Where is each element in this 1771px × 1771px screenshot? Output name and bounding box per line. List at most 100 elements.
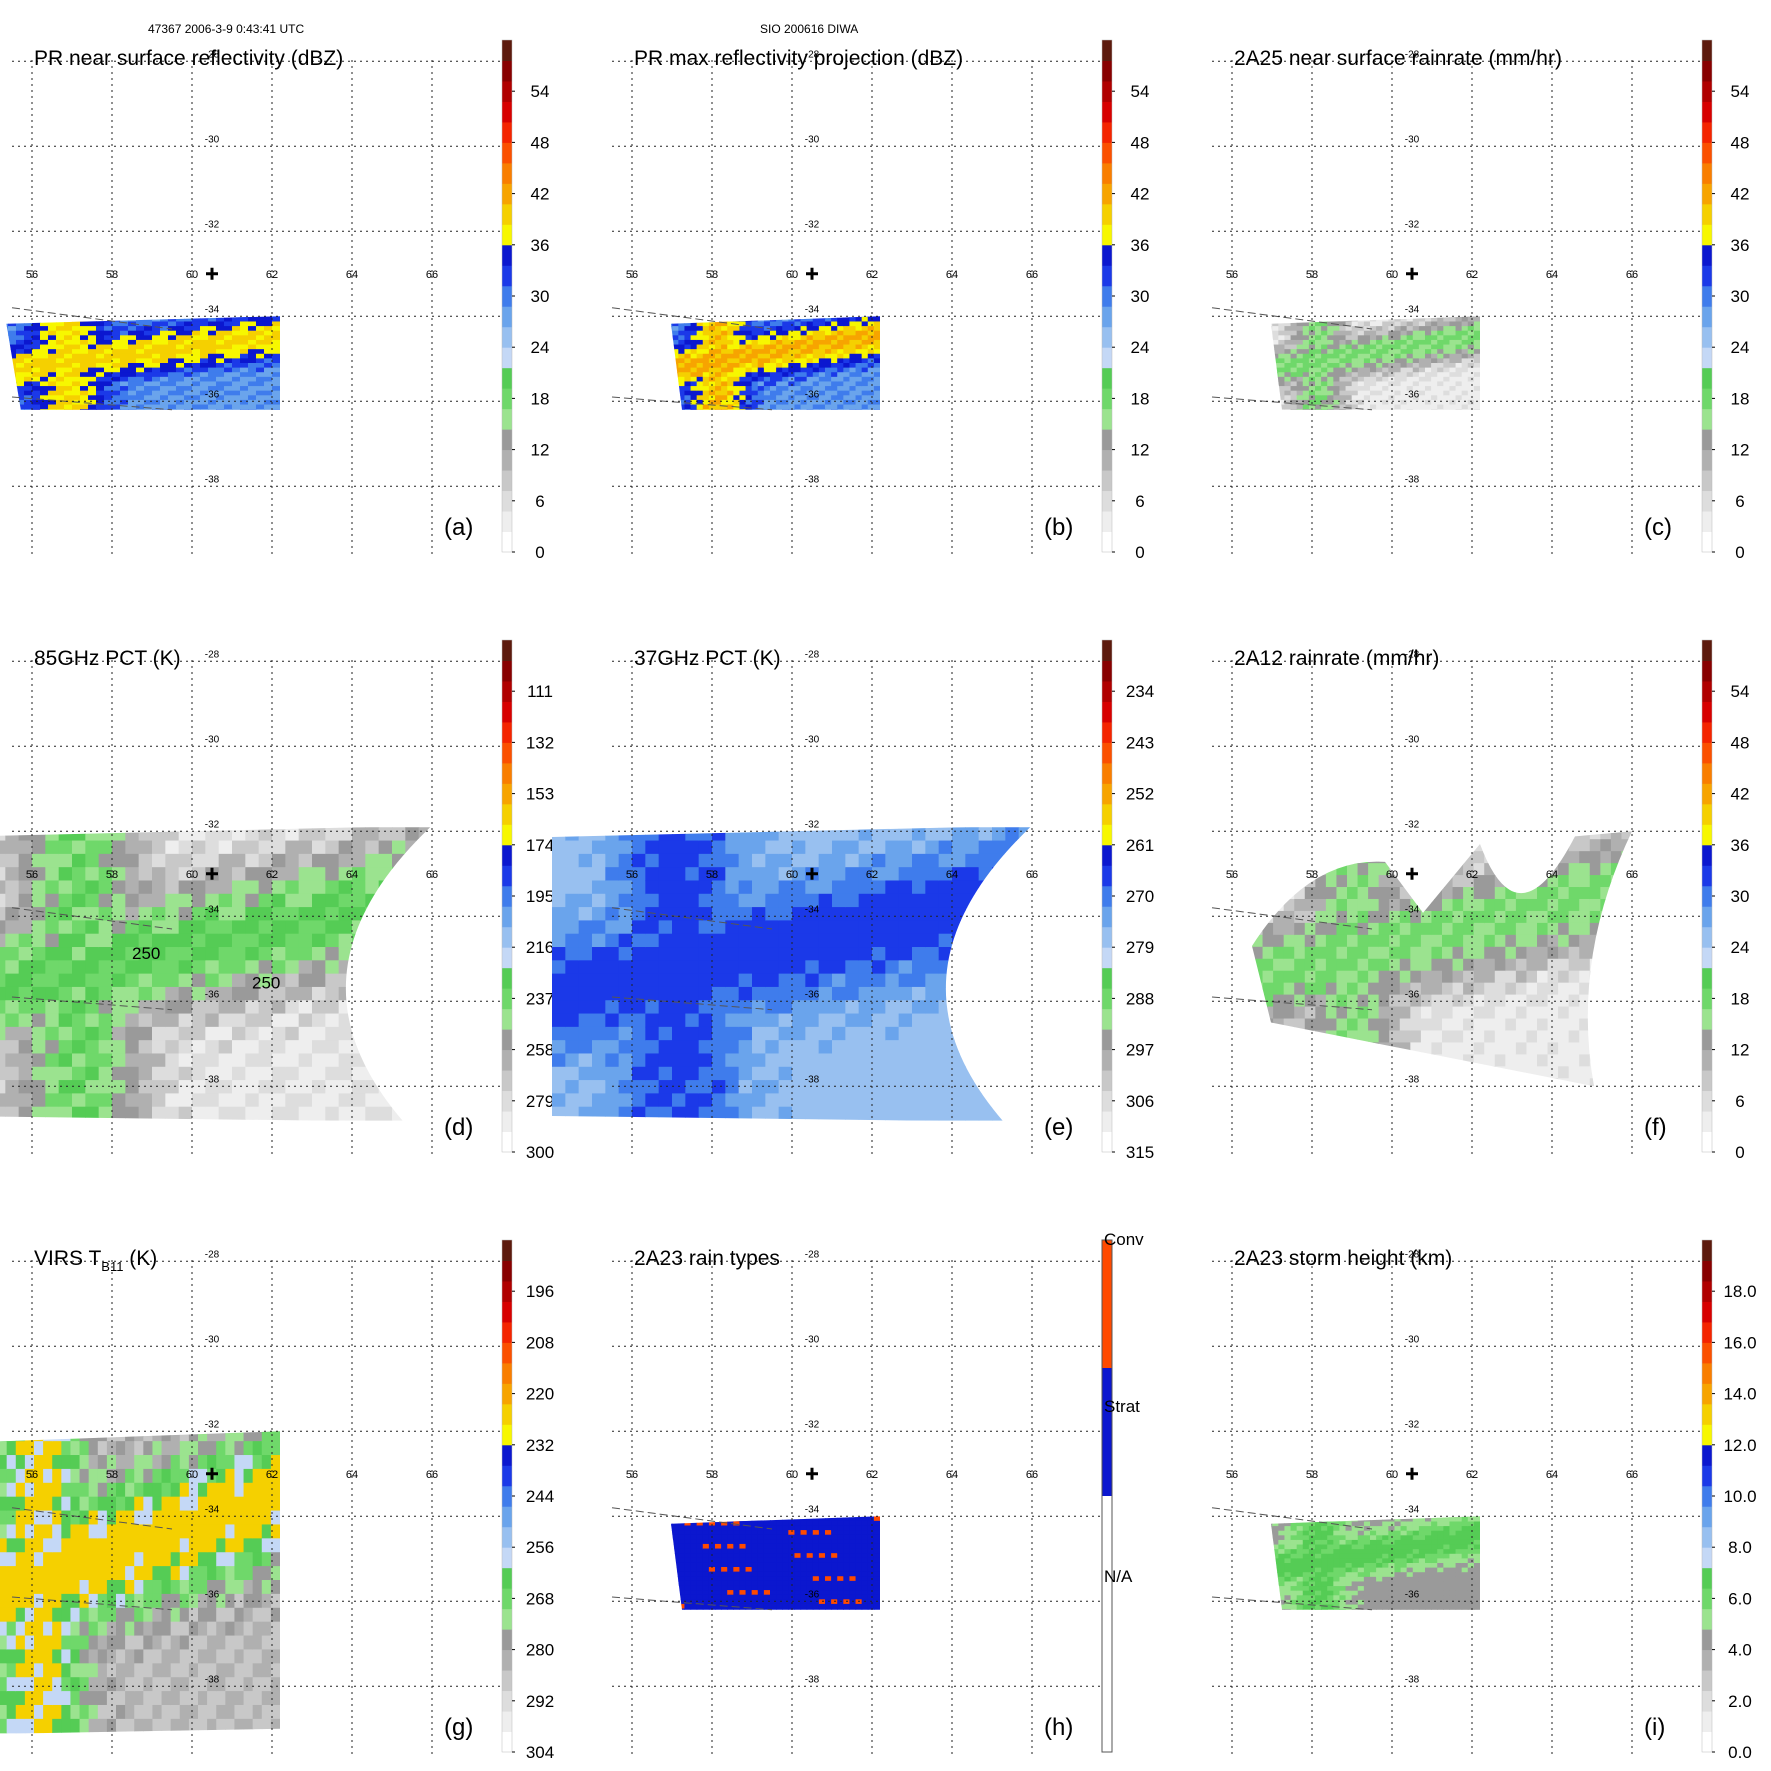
- colorbar-segment-17: [1102, 783, 1112, 805]
- colorbar-segment-0: [1102, 1131, 1112, 1153]
- colorbar-d: 300 279 258 237 216 195 174 153 132 111: [501, 639, 554, 1162]
- colorbar-segment-1: [1102, 1111, 1112, 1133]
- lon-tick-label-58: 58: [706, 269, 718, 281]
- swath-edge-south-a: [11, 396, 173, 411]
- colorbar-b: 0 6 12 18 24 30 36 42 48 54: [1101, 39, 1150, 562]
- graticule-i: [1212, 1260, 1702, 1755]
- lat-tick-label--34: -34: [1405, 304, 1420, 315]
- lon-tick-label-56: 56: [1226, 1469, 1238, 1481]
- colorbar-segment-12: [502, 1485, 512, 1507]
- colorbar-segment-16: [1702, 803, 1712, 825]
- lat-tick-label--32: -32: [205, 1419, 220, 1430]
- colorbar-segment-5: [1702, 429, 1712, 451]
- colorbar-segment-23: [502, 60, 512, 82]
- colorbar-tick-label-0: 304: [526, 1743, 554, 1762]
- colorbar-segment-11: [1702, 906, 1712, 928]
- colorbar-segment-20: [1702, 121, 1712, 143]
- colorbar-segment-19: [502, 142, 512, 164]
- lon-tick-label-66: 66: [1626, 869, 1638, 881]
- data-field-a: [6, 316, 281, 410]
- colorbar-tick-label-3: 18: [1131, 389, 1150, 408]
- colorbar-segment-19: [1102, 742, 1112, 764]
- colorbar-i: 0.0 2.0 4.0 6.0 8.0 10.0 12.0 14.0 16.0 18.0: [1701, 1239, 1757, 1762]
- panel-title-h: 2A23 rain types: [634, 1247, 780, 1270]
- colorbar-tick-label-7: 252: [1126, 785, 1154, 804]
- lon-tick-label-58: 58: [706, 869, 718, 881]
- colorbar-segment-1: [502, 1111, 512, 1133]
- colorbar-tick-label-6: 36: [1731, 236, 1750, 255]
- panel-g: 56 58 60 62 64 66 -28 -30 -32 -34 -36 -38 VIRS TB11 …: [0, 1239, 554, 1762]
- colorbar-segment-3: [502, 1670, 512, 1692]
- colorbar-segment-17: [1702, 1383, 1712, 1405]
- colorbar-segment-21: [502, 1301, 512, 1323]
- title-tail: (K): [123, 1247, 157, 1270]
- colorbar-segment-10: [502, 1526, 512, 1548]
- lon-tick-label-56: 56: [26, 269, 38, 281]
- colorbar-tick-label-6: 36: [1131, 236, 1150, 255]
- colorbar-segment-2: [1702, 1090, 1712, 1112]
- colorbar-tick-label-6: 261: [1126, 836, 1154, 855]
- colorbar-e: 315 306 297 288 279 270 261 252 243 234: [1101, 639, 1154, 1162]
- swath-edge-north-a: [11, 307, 173, 330]
- lat-tick-label--28: -28: [805, 49, 820, 60]
- colorbar-segment-6: [1102, 1008, 1112, 1030]
- colorbar-tick-label-1: 6: [535, 492, 544, 511]
- lon-tick-label-62: 62: [266, 869, 278, 881]
- colorbar-segment-21: [1702, 1301, 1712, 1323]
- colorbar-tick-label-2: 12: [531, 441, 550, 460]
- colorbar-segment-21: [502, 701, 512, 723]
- colorbar-tick-label-1: 279: [526, 1092, 554, 1111]
- lat-tick-label--32: -32: [205, 219, 220, 230]
- colorbar-segment-7: [1102, 988, 1112, 1010]
- colorbar-segment-7: [1702, 988, 1712, 1010]
- colorbar-segment-18: [1702, 1362, 1712, 1384]
- lat-tick-label--28: -28: [205, 49, 220, 60]
- lat-tick-label--32: -32: [805, 819, 820, 830]
- lon-tick-label-62: 62: [866, 269, 878, 281]
- colorbar-segment-9: [502, 1547, 512, 1569]
- panel-title-e: 37GHz PCT (K): [634, 647, 781, 670]
- lat-tick-label--30: -30: [205, 1334, 220, 1345]
- colorbar-segment-17: [502, 1383, 512, 1405]
- lat-tick-label--38: -38: [1405, 1674, 1420, 1685]
- data-field-g: [0, 1431, 280, 1734]
- colorbar-tick-label-5: 195: [526, 887, 554, 906]
- lon-tick-label-62: 62: [266, 269, 278, 281]
- colorbar-segment-19: [1702, 742, 1712, 764]
- colorbar-tick-label-1: 6: [1135, 492, 1144, 511]
- panel-h: 56 58 60 62 64 66 -28 -30 -32 -34 -36 -38 2A23 rain …: [611, 1230, 1144, 1755]
- lon-tick-label-58: 58: [1306, 869, 1318, 881]
- lat-tick-label--36: -36: [805, 1589, 820, 1600]
- lat-tick-label--28: -28: [805, 1249, 820, 1260]
- colorbar-segment-0: [1102, 531, 1112, 553]
- colorbar-segment-0: [1702, 1731, 1712, 1753]
- colorbar-segment-2: [502, 490, 512, 512]
- lon-tick-label-64: 64: [946, 1469, 958, 1481]
- colorbar-tick-label-3: 268: [526, 1589, 554, 1608]
- swath-edge-south-e: [611, 996, 773, 1011]
- colorbar-segment-21: [1102, 101, 1112, 123]
- colorbar-segment-18: [502, 762, 512, 784]
- colorbar-segment-20: [1102, 721, 1112, 743]
- lon-tick-label-58: 58: [1306, 269, 1318, 281]
- swath-edge-north-g: [11, 1507, 173, 1530]
- colorbar-tick-label-2: 280: [526, 1641, 554, 1660]
- colorbar-segment-6: [1702, 1008, 1712, 1030]
- storm-center-marker-i: [1406, 1467, 1418, 1480]
- storm-center-marker-a: [206, 267, 218, 280]
- colorbar-segment-20: [502, 121, 512, 143]
- lat-tick-label--30: -30: [805, 734, 820, 745]
- colorbar-segment-3: [1102, 470, 1112, 492]
- lon-tick-label-56: 56: [1226, 869, 1238, 881]
- colorbar-segment-16: [1702, 1403, 1712, 1425]
- colorbar-segment-13: [502, 1465, 512, 1487]
- graticule-g: [12, 1260, 502, 1755]
- colorbar-segment-24: [1702, 1240, 1712, 1261]
- swath-edge-south-h: [611, 1596, 773, 1611]
- colorbar-segment-9: [1102, 347, 1112, 369]
- colorbar-segment-5: [502, 429, 512, 451]
- lon-tick-label-62: 62: [1466, 1469, 1478, 1481]
- colorbar-segment-2: [1102, 490, 1112, 512]
